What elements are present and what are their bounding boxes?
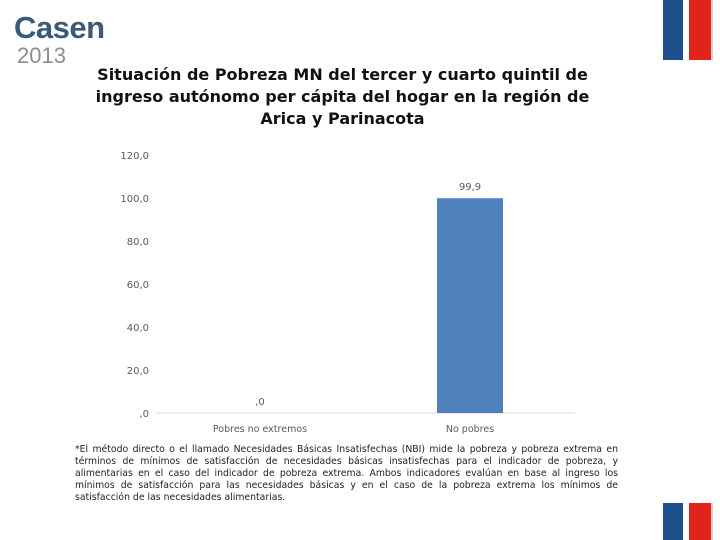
logo-name: Casen xyxy=(14,10,105,45)
data-label: ,0 xyxy=(255,397,265,408)
bar xyxy=(437,198,503,413)
chile-flag-stripe-bottom xyxy=(663,503,713,540)
y-tick-label: 40,0 xyxy=(127,323,149,334)
chart-title: Situación de Pobreza MN del tercer y cua… xyxy=(95,65,590,128)
y-tick-label: ,0 xyxy=(139,409,149,420)
x-tick-label: Pobres no extremos xyxy=(213,424,307,435)
footnote: *El método directo o el llamado Necesida… xyxy=(75,444,618,503)
x-tick-label: No pobres xyxy=(446,424,494,435)
logo-year: 2013 xyxy=(17,43,66,68)
y-tick-label: 20,0 xyxy=(127,366,149,377)
y-tick-label: 100,0 xyxy=(120,194,149,205)
data-label: 99,9 xyxy=(459,182,481,193)
y-tick-label: 120,0 xyxy=(120,151,149,162)
y-tick-label: 80,0 xyxy=(127,237,149,248)
chile-flag-stripe-top xyxy=(663,0,713,60)
y-tick-label: 60,0 xyxy=(127,280,149,291)
